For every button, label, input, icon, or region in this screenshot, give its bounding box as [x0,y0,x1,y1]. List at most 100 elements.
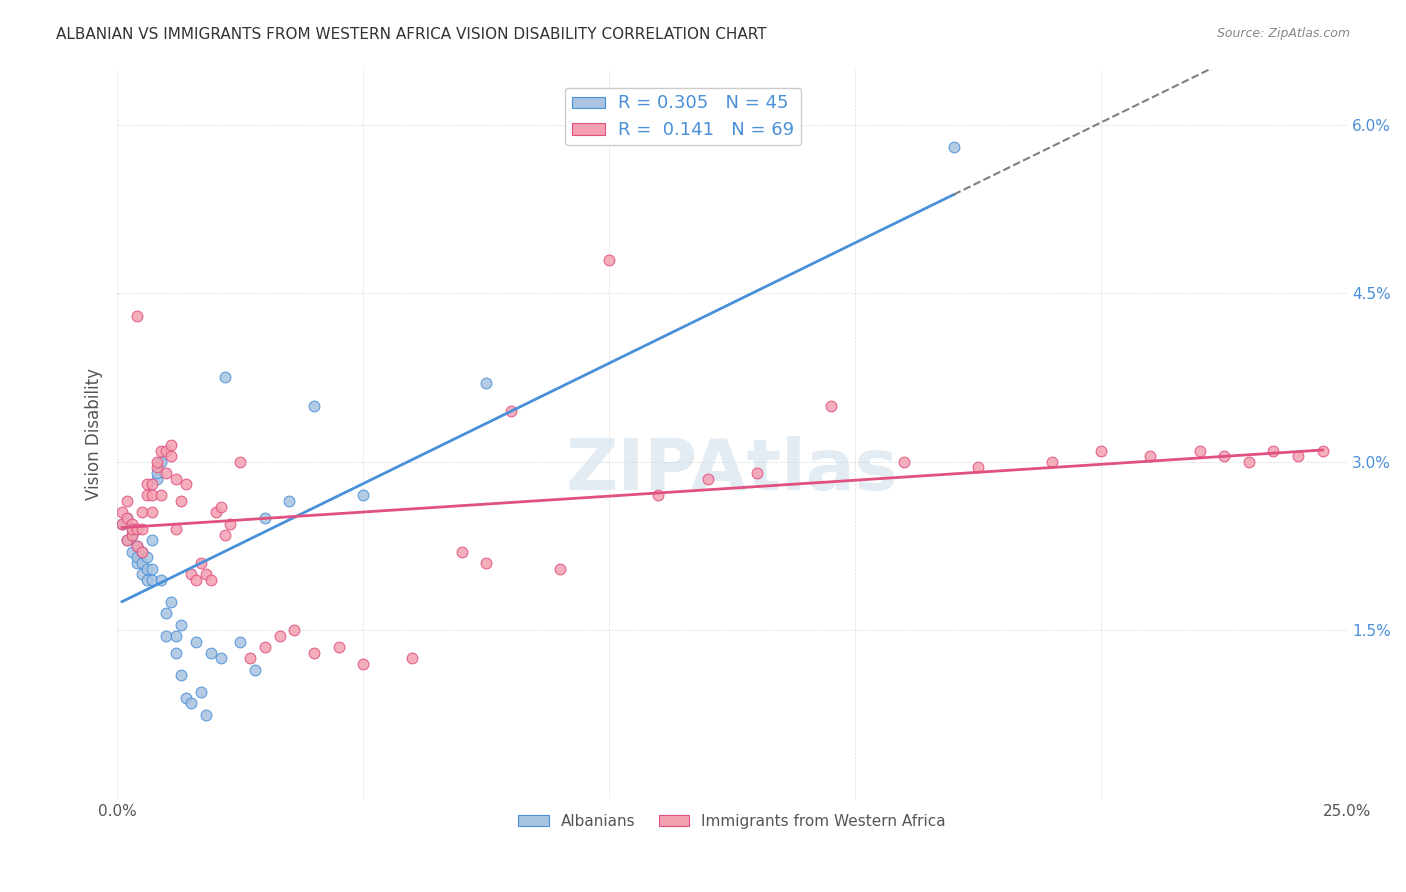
Point [121,522,143,536]
Point [893,455,915,469]
Point [131,544,153,558]
Point [328,640,350,655]
Text: ALBANIAN VS IMMIGRANTS FROM WESTERN AFRICA VISION DISABILITY CORRELATION CHART: ALBANIAN VS IMMIGRANTS FROM WESTERN AFRI… [56,27,766,42]
Point [253,511,276,525]
Point [174,690,197,705]
Point [115,494,138,508]
Point [125,556,148,570]
Point [135,488,157,502]
Point [170,494,193,508]
Point [283,624,305,638]
Point [229,634,252,648]
Point [174,477,197,491]
Text: ZIPAtlas: ZIPAtlas [565,435,898,505]
Point [1139,449,1161,463]
Point [150,573,173,587]
Point [155,466,177,480]
Point [135,550,157,565]
Point [820,399,842,413]
Y-axis label: Vision Disability: Vision Disability [86,368,103,500]
Point [219,516,242,531]
Point [141,561,163,575]
Point [170,668,193,682]
Point [131,544,153,558]
Point [1213,449,1236,463]
Point [131,556,153,570]
Point [352,657,374,671]
Point [141,477,163,491]
Point [184,573,207,587]
Point [647,488,669,502]
Legend: Albanians, Immigrants from Western Africa: Albanians, Immigrants from Western Afric… [512,808,952,835]
Point [155,629,177,643]
Point [160,449,183,463]
Point [180,696,202,710]
Point [302,646,325,660]
Point [121,528,143,542]
Point [150,455,173,469]
Point [135,477,157,491]
Point [967,460,990,475]
Point [121,528,143,542]
Point [450,544,472,558]
Point [194,567,217,582]
Point [111,516,134,531]
Point [204,505,226,519]
Point [150,443,173,458]
Point [141,488,163,502]
Point [209,651,232,665]
Point [696,472,718,486]
Point [401,651,423,665]
Point [115,511,138,525]
Text: Source: ZipAtlas.com: Source: ZipAtlas.com [1216,27,1350,40]
Point [141,505,163,519]
Point [145,466,167,480]
Point [1090,443,1112,458]
Point [180,567,202,582]
Point [278,494,301,508]
Point [125,539,148,553]
Point [115,533,138,548]
Point [141,573,163,587]
Point [115,511,138,525]
Point [499,404,522,418]
Point [135,561,157,575]
Point [269,629,291,643]
Point [121,516,143,531]
Point [155,607,177,621]
Point [170,617,193,632]
Point [165,629,187,643]
Point [155,443,177,458]
Point [745,466,768,480]
Point [1237,455,1260,469]
Point [200,573,222,587]
Point [111,516,134,531]
Point [214,528,236,542]
Point [942,140,965,154]
Point [125,522,148,536]
Point [214,370,236,384]
Point [125,309,148,323]
Point [1312,443,1334,458]
Point [190,556,212,570]
Point [160,438,183,452]
Point [131,522,153,536]
Point [194,707,217,722]
Point [141,533,163,548]
Point [239,651,262,665]
Point [160,595,183,609]
Point [352,488,374,502]
Point [229,455,252,469]
Point [131,505,153,519]
Point [165,472,187,486]
Point [145,472,167,486]
Point [1040,455,1063,469]
Point [115,533,138,548]
Point [121,522,143,536]
Point [150,488,173,502]
Point [209,500,232,514]
Point [131,567,153,582]
Point [165,522,187,536]
Point [145,460,167,475]
Point [125,539,148,553]
